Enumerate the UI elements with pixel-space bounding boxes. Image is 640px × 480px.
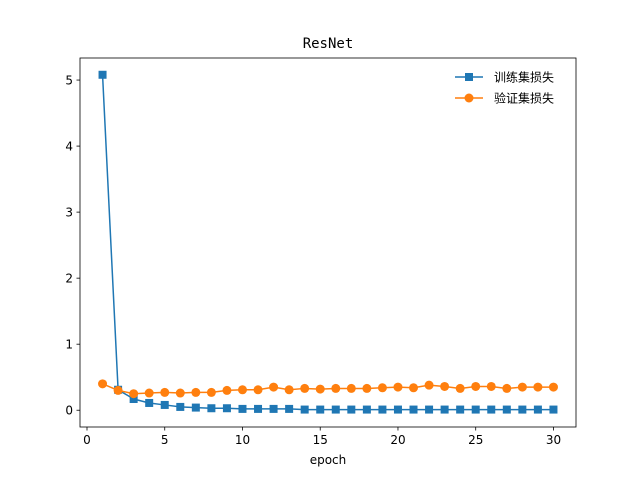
series-2-point-29 — [533, 382, 543, 392]
series-2-point-30 — [548, 382, 558, 392]
series-1-point-19 — [378, 405, 387, 414]
series-2-point-21 — [409, 383, 419, 393]
series-1-point-29 — [533, 405, 542, 414]
series-1-point-17 — [347, 405, 356, 414]
series-1-point-21 — [409, 405, 418, 414]
series-2-point-20 — [393, 382, 403, 392]
series-2-point-7 — [191, 387, 201, 397]
x-axis-label: epoch — [310, 453, 347, 467]
series-1-point-13 — [285, 404, 294, 413]
series-1-point-23 — [440, 405, 449, 414]
series-2-point-6 — [175, 388, 185, 398]
series-1-point-22 — [425, 405, 434, 414]
series-2-point-16 — [331, 383, 341, 393]
series-1-point-3 — [129, 395, 138, 404]
x-tick-label-3: 10 — [235, 433, 250, 447]
series-1-point-7 — [191, 403, 200, 412]
series-2-point-28 — [517, 382, 527, 392]
series-2-point-23 — [440, 381, 450, 391]
y-tick-label-4: 3 — [65, 206, 73, 220]
series-2-point-18 — [362, 383, 372, 393]
series-1-point-11 — [254, 404, 263, 413]
series-1-point-8 — [207, 404, 216, 413]
series-2-point-11 — [253, 385, 263, 395]
plot-area — [98, 70, 558, 414]
series-1-point-16 — [331, 405, 340, 414]
series-1-point-18 — [362, 405, 371, 414]
series-2-point-4 — [144, 388, 154, 398]
legend-label-2: 验证集损失 — [494, 91, 554, 106]
series-2-point-8 — [206, 387, 216, 397]
series-2-point-13 — [284, 385, 294, 395]
series-2-point-10 — [237, 385, 247, 395]
x-tick-label-6: 25 — [468, 433, 483, 447]
series-1-point-1 — [98, 70, 107, 79]
series-2-point-12 — [269, 382, 279, 392]
legend-marker-1 — [465, 73, 473, 81]
series-2-point-3 — [129, 389, 139, 399]
series-2-point-15 — [315, 384, 325, 394]
x-tick-label-5: 20 — [390, 433, 405, 447]
axes: 0 5 10 15 20 25 30 0 1 2 3 4 5 — [65, 57, 577, 447]
series-1-point-9 — [222, 404, 231, 413]
series-2-point-26 — [486, 381, 496, 391]
series-1-point-24 — [456, 405, 465, 414]
series-1-point-25 — [471, 405, 480, 414]
series-2-point-2 — [113, 385, 123, 395]
series-1-point-28 — [518, 405, 527, 414]
y-tick-label-5: 4 — [65, 140, 73, 154]
series-2-point-1 — [98, 379, 108, 389]
series-2-point-22 — [424, 380, 434, 390]
x-tick-label-1: 0 — [83, 433, 91, 447]
series-1-point-30 — [549, 405, 558, 414]
series-1-point-26 — [487, 405, 496, 414]
series-1-point-12 — [269, 404, 278, 413]
x-tick-label-4: 15 — [313, 433, 328, 447]
series-2-point-24 — [455, 383, 465, 393]
legend-label-1: 训练集损失 — [494, 70, 554, 85]
series-1-point-27 — [502, 405, 511, 414]
series-2-point-17 — [346, 383, 356, 393]
legend-marker-2 — [464, 93, 474, 103]
series-1-point-15 — [316, 405, 325, 414]
x-tick-label-7: 30 — [546, 433, 561, 447]
series-1-point-14 — [300, 405, 309, 414]
y-tick-label-1: 0 — [65, 404, 73, 418]
series-2-point-5 — [160, 387, 170, 397]
series-1-point-4 — [145, 398, 154, 407]
series-2-point-14 — [300, 383, 310, 393]
series-1-point-10 — [238, 404, 247, 413]
chart-title: ResNet — [303, 36, 354, 52]
series-2-point-19 — [377, 383, 387, 393]
series-1-point-6 — [176, 402, 185, 411]
axes-frame — [79, 57, 577, 428]
y-tick-label-6: 5 — [65, 74, 73, 88]
x-tick-label-2: 5 — [161, 433, 169, 447]
series-2-point-9 — [222, 385, 232, 395]
series-1-point-5 — [160, 400, 169, 409]
series-2-point-25 — [471, 381, 481, 391]
y-tick-label-3: 2 — [65, 272, 73, 286]
series-1-point-20 — [393, 405, 402, 414]
series-2-point-27 — [502, 383, 512, 393]
y-tick-label-2: 1 — [65, 338, 73, 352]
